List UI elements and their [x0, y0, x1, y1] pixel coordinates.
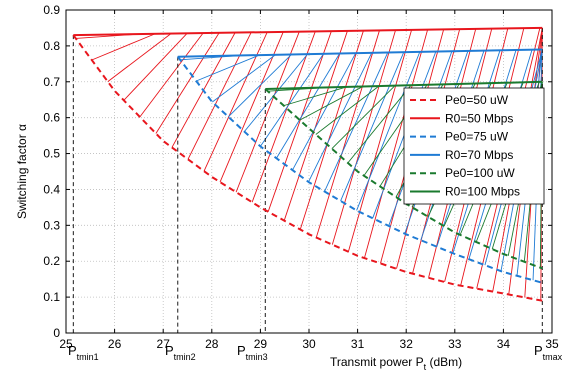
- hatch-line: [299, 30, 364, 230]
- hatch-line: [340, 52, 405, 202]
- series-line: [72, 34, 543, 302]
- y-tick-label: 0.1: [43, 290, 60, 304]
- x-tick-label: 35: [545, 337, 559, 351]
- hatch-line: [139, 32, 204, 118]
- hatch-line: [324, 52, 389, 192]
- y-axis-label: Switching factor α: [15, 124, 29, 219]
- x-axis-label: Transmit power Pt (dBm): [330, 355, 462, 370]
- x-tick-label: 29: [254, 337, 268, 351]
- hatch-line: [123, 33, 188, 101]
- legend-entry: R0=50 Mbps: [445, 111, 513, 125]
- hatch-line: [347, 84, 412, 164]
- x-tick-label: 26: [108, 337, 122, 351]
- power-annotation: Ptmax: [534, 343, 563, 362]
- legend-entry: Pe0=50 uW: [445, 93, 509, 107]
- y-tick-label: 0.2: [43, 254, 60, 268]
- hatch-line: [203, 31, 268, 172]
- series-line: [177, 56, 543, 284]
- x-tick-label: 28: [205, 337, 219, 351]
- hatch-line: [260, 53, 324, 147]
- x-tick-label: 30: [302, 337, 316, 351]
- y-tick-label: 0.5: [43, 147, 60, 161]
- power-annotation: Ptmin1: [68, 343, 99, 362]
- legend-entry: Pe0=100 uW: [445, 166, 515, 180]
- hatch-line: [363, 29, 429, 259]
- hatch-line: [283, 86, 348, 107]
- y-tick-label: 0: [53, 326, 60, 340]
- power-annotation: Ptmin2: [165, 343, 196, 362]
- y-tick-label: 0.6: [43, 111, 60, 125]
- series-line: [265, 80, 543, 90]
- hatch-line: [347, 29, 412, 252]
- hatch-line: [235, 31, 300, 193]
- hatch-line: [155, 32, 220, 134]
- series-line: [73, 26, 543, 37]
- power-annotations: Ptmin1 Ptmin2 Ptmin3 Ptmax: [68, 343, 563, 362]
- axis-labels: Transmit power Pt (dBm) Switching factor…: [15, 124, 462, 370]
- y-tick-label: 0.3: [43, 218, 60, 232]
- hatch-line: [283, 30, 348, 221]
- legend-entry: R0=100 Mbps: [445, 185, 520, 199]
- hatch-line: [196, 54, 260, 82]
- ticks: 25 26 27 28 29 30 31 32 33 34 35 0 0.1 0.2 0.3 0.4 0.5 0.…: [43, 3, 559, 351]
- legend-entry: Pe0=75 uW: [445, 130, 509, 144]
- y-tick-label: 0.4: [43, 182, 60, 196]
- hatch-line: [276, 53, 341, 159]
- hatch-line: [212, 54, 276, 103]
- hatch-line: [267, 31, 332, 212]
- y-tick-label: 0.9: [43, 3, 60, 17]
- hatch-line: [315, 85, 380, 135]
- power-annotation: Ptmin3: [237, 343, 268, 362]
- hatch-line: [244, 53, 308, 132]
- hatch-line: [251, 31, 316, 203]
- series-line: [177, 48, 543, 58]
- x-tick-label: 25: [59, 337, 73, 351]
- hatch-line: [91, 33, 156, 61]
- x-tick-label: 34: [497, 337, 511, 351]
- hatch-line: [308, 52, 373, 183]
- legend-entry: R0=70 Mbps: [445, 148, 513, 162]
- hatch-line: [331, 30, 396, 245]
- hatch-line: [356, 51, 421, 211]
- hatch-line: [228, 54, 292, 118]
- hatch-line: [331, 85, 396, 149]
- hatch-line: [315, 30, 380, 238]
- hatch-line: [299, 86, 364, 121]
- x-tick-label: 32: [400, 337, 414, 351]
- y-tick-label: 0.7: [43, 75, 60, 89]
- x-tick-label: 31: [351, 337, 365, 351]
- legend-box: [403, 87, 545, 205]
- x-tick-label: 33: [448, 337, 462, 351]
- hatch-line: [187, 32, 252, 160]
- hatch-line: [292, 52, 357, 171]
- x-tick-label: 27: [157, 337, 171, 351]
- hatch-line: [107, 33, 172, 82]
- legend: Pe0=50 uW R0=50 Mbps Pe0=75 uW R0=70 Mbps Pe…: [403, 87, 545, 205]
- y-tick-label: 0.8: [43, 39, 60, 53]
